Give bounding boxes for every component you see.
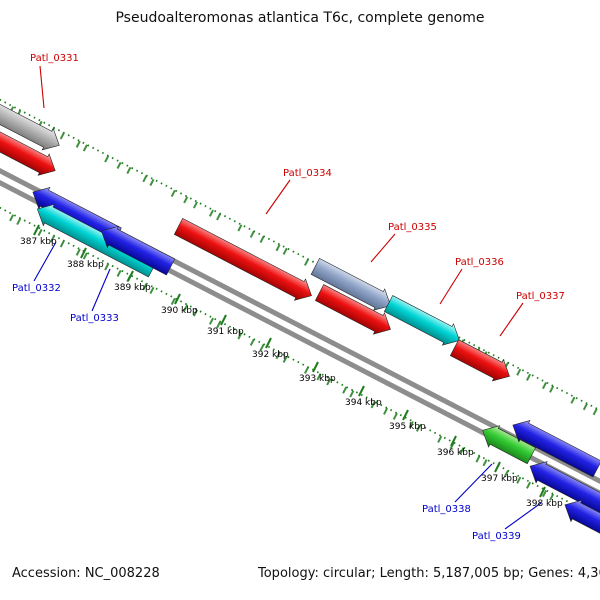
ruler-tick-label: 398 kbp (526, 499, 563, 509)
ruler-tick-label: 389 kbp (114, 283, 151, 293)
gene-label: Patl_0334 (283, 168, 332, 179)
ruler-tick-label: 390 kbp (161, 306, 198, 316)
ruler-tick-label: 396 kbp (437, 448, 474, 458)
ruler-tick-label: 395 kbp (389, 422, 426, 432)
gene-arrow-Patl_0333[interactable] (32, 198, 158, 279)
gene-label: Patl_0336 (455, 257, 504, 268)
gene-label: Patl_0337 (516, 291, 565, 302)
gene-arrow-Patl_0336[interactable] (383, 293, 465, 351)
gene-arrow-f05[interactable] (96, 220, 176, 277)
accession-text: Accession: NC_008228 (12, 566, 160, 581)
gene-label: Patl_0338 (422, 504, 471, 515)
ruler-tick-label: 393 kbp (299, 374, 336, 384)
gene-label-leader-line (504, 502, 542, 530)
ruler-tick-label: 394 kbp (345, 398, 382, 408)
ruler-major-ticks (33, 224, 546, 498)
gene-label-leader-line (265, 179, 291, 215)
gene-label: Patl_0333 (70, 313, 119, 324)
ruler-major-tick (265, 337, 272, 349)
gene-arrow-f08[interactable] (314, 282, 396, 340)
gene-features (0, 100, 600, 548)
gene-arrow-f14[interactable] (559, 494, 600, 548)
gene-label: Patl_0332 (12, 283, 61, 294)
ruler-major-tick (402, 409, 409, 421)
ruler-major-tick (494, 461, 501, 473)
gene-label-leader-line (439, 268, 463, 305)
gene-label-leader-line (39, 65, 45, 109)
gene-arrow-Patl_0335[interactable] (310, 256, 396, 317)
ruler-major-tick (80, 247, 87, 259)
ruler-major-tick (539, 486, 546, 498)
gene-arrow-Patl_0331[interactable] (0, 100, 65, 156)
gene-arrow-Patl_0338[interactable] (477, 420, 537, 467)
ruler-tick-label: 391 kbp (207, 327, 244, 337)
ruler-tick-label: 388 kbp (67, 260, 104, 270)
ruler-tick-label: 387 kbp (20, 237, 57, 247)
gene-label: Patl_0339 (472, 531, 521, 542)
gene-arrow-Patl_0337[interactable] (449, 337, 515, 387)
ruler-major-tick (450, 435, 457, 447)
figure-title: Pseudoalteromonas atlantica T6c, complet… (115, 10, 485, 26)
gene-arrow-Patl_0334[interactable] (173, 216, 317, 307)
ruler-major-tick (312, 361, 319, 373)
gene-arrow-f02[interactable] (0, 129, 61, 182)
ruler-major-tick (127, 270, 134, 282)
ruler-major-tick (33, 224, 40, 236)
gene-label: Patl_0331 (30, 53, 79, 64)
genome-map-canvas (0, 65, 600, 548)
ruler-major-tick (358, 385, 365, 397)
gene-label: Patl_0335 (388, 222, 437, 233)
gene-label-leader-line (33, 241, 57, 282)
gene-label-leader-line (370, 233, 396, 263)
ruler-tick-label: 392 kbp (252, 350, 289, 360)
gene-label-leader-line (454, 463, 493, 503)
ruler-major-tick (174, 293, 181, 305)
gene-label-leader-line (499, 302, 524, 337)
label-leader-lines (33, 65, 542, 530)
gene-label-leader-line (91, 268, 111, 312)
gene-arrow-f12[interactable] (507, 414, 600, 479)
ruler-major-tick (220, 314, 227, 326)
genome-summary-text: Topology: circular; Length: 5,187,005 bp… (258, 566, 600, 581)
outer-dotted-track (0, 98, 600, 412)
ruler-tick-label: 397 kbp (481, 474, 518, 484)
